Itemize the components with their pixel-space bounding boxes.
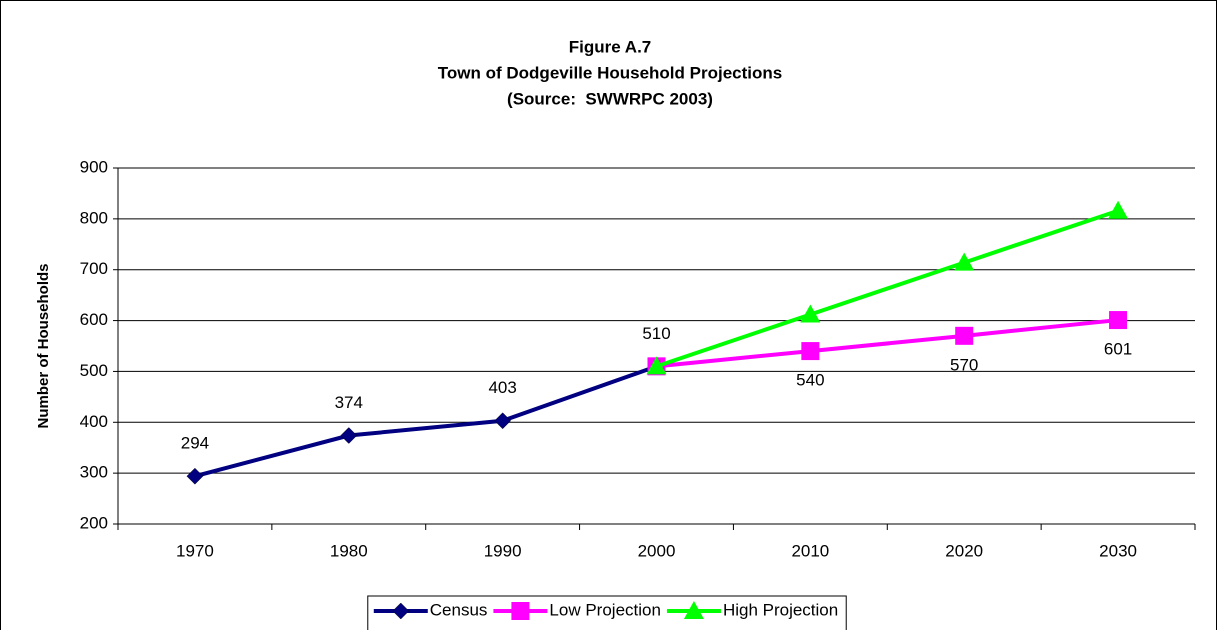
- marker: [494, 412, 511, 430]
- y-tick-label: 800: [80, 208, 108, 227]
- x-tick-label: 1970: [176, 541, 214, 560]
- marker: [340, 427, 358, 444]
- x-tick-label: 2020: [945, 541, 983, 560]
- y-axis-label: Number of Households: [35, 263, 52, 428]
- marker: [392, 602, 410, 620]
- series-line: [656, 318, 1119, 369]
- x-tick-label: 2030: [1099, 541, 1137, 560]
- y-tick-label: 700: [80, 259, 108, 278]
- y-tick-label: 200: [80, 513, 108, 532]
- y-tick-label: 400: [80, 412, 108, 431]
- marker: [683, 601, 704, 619]
- legend-label: High Projection: [723, 600, 838, 619]
- data-label: 403: [488, 378, 516, 397]
- marker: [186, 467, 204, 485]
- x-tick-label: 1990: [484, 541, 522, 560]
- marker: [955, 326, 974, 345]
- chart-title: (Source: SWWRPC 2003): [507, 89, 713, 108]
- x-tick-label: 2010: [791, 541, 829, 560]
- data-label: 601: [1104, 340, 1132, 359]
- marker: [801, 342, 820, 361]
- marker: [1109, 311, 1128, 330]
- marker: [800, 304, 821, 323]
- y-tick-label: 900: [80, 157, 108, 176]
- y-tick-label: 600: [80, 310, 108, 329]
- y-tick-label: 500: [80, 361, 108, 380]
- y-tick-label: 300: [80, 463, 108, 482]
- data-label: 510: [642, 324, 670, 343]
- data-label: 294: [181, 434, 209, 453]
- chart-title: Figure A.7: [569, 37, 652, 56]
- data-label: 374: [335, 393, 363, 412]
- marker: [954, 252, 975, 271]
- legend-label: Low Projection: [549, 600, 661, 619]
- legend-label: Census: [430, 600, 488, 619]
- data-label: 570: [950, 355, 978, 374]
- series-line: [194, 364, 658, 479]
- marker: [646, 356, 667, 375]
- marker: [1108, 200, 1129, 219]
- x-tick-label: 2000: [638, 541, 676, 560]
- x-tick-label: 1980: [330, 541, 368, 560]
- chart-title: Town of Dodgeville Household Projections: [438, 63, 782, 82]
- data-label: 540: [796, 371, 824, 390]
- marker: [511, 602, 530, 620]
- series-line: [655, 208, 1119, 369]
- legend-box: [367, 595, 847, 630]
- legend: Census Low Projection High Projection: [367, 595, 847, 630]
